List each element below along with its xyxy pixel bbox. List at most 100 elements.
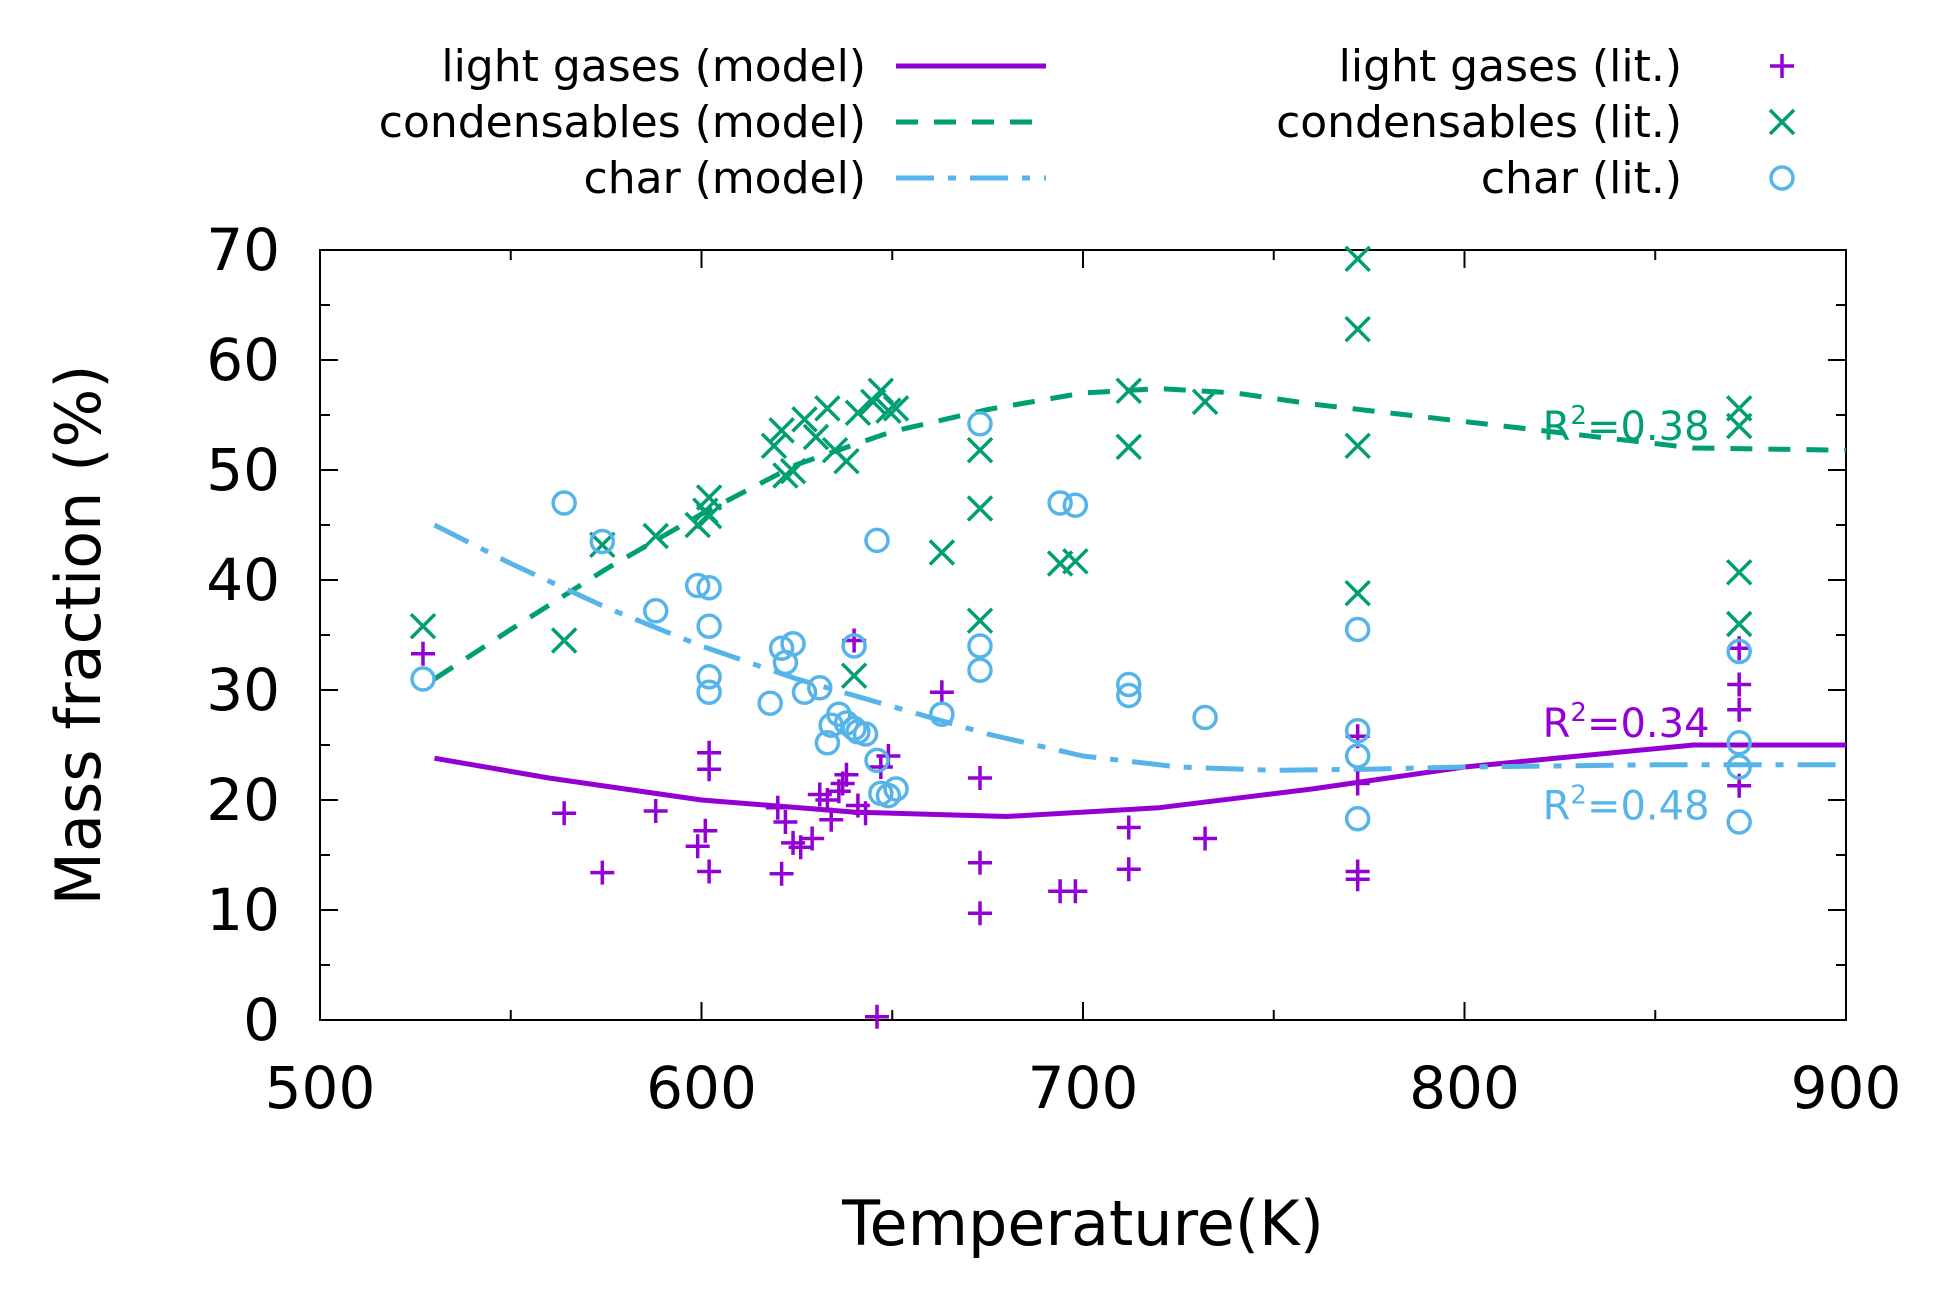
light-gases-lit-point bbox=[819, 807, 844, 832]
y-tick-label: 20 bbox=[206, 766, 280, 834]
char-lit-point bbox=[967, 657, 993, 683]
char-lit-point bbox=[780, 631, 806, 657]
light-gases-lit-point bbox=[643, 799, 668, 823]
char-lit-point bbox=[807, 675, 833, 701]
condensables-lit-point bbox=[802, 423, 830, 451]
condensables-lit-point bbox=[695, 502, 723, 530]
light-gases-lit-point bbox=[769, 861, 794, 886]
condensables-lit-point bbox=[840, 662, 868, 689]
r2-annotations: R2=0.38 R2=0.34 R2=0.48 bbox=[1543, 401, 1710, 830]
char-lit-point bbox=[589, 528, 616, 555]
light-gases-lit-point bbox=[773, 810, 798, 834]
y-tick-label: 30 bbox=[206, 656, 280, 724]
light-gases-lit-point bbox=[411, 641, 436, 666]
condensables-lit-point bbox=[928, 539, 956, 566]
char-lit-point bbox=[768, 635, 795, 661]
condensables-lit-point bbox=[768, 417, 795, 444]
legend-label: condensables (lit.) bbox=[1276, 97, 1682, 148]
legend-marker bbox=[1768, 108, 1796, 136]
char-lit-point bbox=[1726, 730, 1752, 756]
char-lit-point bbox=[410, 666, 436, 692]
condensables-lit-point bbox=[1344, 432, 1371, 460]
condensables-lit-point bbox=[642, 522, 669, 550]
condensables-lit-point bbox=[814, 395, 841, 422]
condensables-lit-point bbox=[966, 495, 994, 522]
char-lit-point bbox=[551, 490, 577, 516]
line-char-model- bbox=[433, 522, 1846, 773]
y-tick-label: 40 bbox=[206, 546, 280, 614]
condensables-lit-point bbox=[695, 484, 723, 511]
condensables-lit-point bbox=[779, 457, 807, 485]
condensables-lit-point bbox=[1725, 610, 1753, 638]
light-gases-lit-point bbox=[697, 859, 722, 884]
line-light-gases-model- bbox=[434, 742, 1846, 819]
char-lit-point bbox=[1116, 682, 1142, 709]
x-axis-label: Temperature(K) bbox=[841, 1187, 1324, 1260]
light-gases-lit-point bbox=[967, 766, 992, 790]
char-lit-point bbox=[814, 730, 841, 756]
x-tick-label: 600 bbox=[646, 1054, 757, 1122]
condensables-lit-point bbox=[966, 607, 994, 634]
char-lit-point bbox=[1726, 638, 1752, 665]
condensables-lit-point bbox=[1344, 579, 1371, 607]
y-tick-label: 70 bbox=[206, 216, 280, 284]
char-lit-point bbox=[1726, 809, 1752, 835]
condensables-lit-point bbox=[966, 436, 994, 464]
legend: light gases (model)condensables (model)c… bbox=[379, 41, 1796, 204]
legend-label: condensables (model) bbox=[379, 97, 866, 148]
light-gases-lit-point bbox=[868, 755, 893, 779]
x-tick-label: 900 bbox=[1791, 1054, 1902, 1122]
x-tick-label: 500 bbox=[265, 1054, 376, 1122]
char-lit-point bbox=[852, 721, 879, 747]
light-gases-lit-point bbox=[697, 757, 722, 782]
condensables-lit-point bbox=[1725, 412, 1753, 440]
condensables-lit-point bbox=[684, 511, 711, 539]
light-gases-lit-point bbox=[1063, 879, 1088, 904]
line-condensables-model- bbox=[433, 386, 1847, 682]
condensables-lit-point bbox=[1725, 559, 1753, 586]
light-gases-lit-point bbox=[765, 795, 790, 820]
light-gases-lit-point bbox=[552, 801, 577, 826]
y-tick-label: 10 bbox=[206, 876, 280, 944]
light-gases-lit-point bbox=[1193, 826, 1218, 851]
condensables-lit-point bbox=[772, 462, 799, 489]
char-lit-point bbox=[642, 598, 669, 624]
r2-annotation: R2=0.38 bbox=[1543, 401, 1710, 450]
light-gases-lit-point bbox=[1116, 815, 1141, 840]
char-lit-point bbox=[1726, 754, 1752, 780]
char-lit-point bbox=[1344, 616, 1371, 643]
plot-frame bbox=[319, 249, 1847, 1021]
model-lines bbox=[433, 386, 1847, 819]
char-lit-point bbox=[791, 679, 818, 705]
light-gases-lit-point bbox=[967, 901, 992, 926]
legend-label: light gases (lit.) bbox=[1339, 41, 1682, 92]
y-tick-label: 60 bbox=[206, 326, 280, 394]
char-lit-point bbox=[875, 782, 902, 809]
char-lit-point bbox=[696, 679, 722, 705]
condensables-lit-point bbox=[1344, 245, 1371, 273]
light-gases-lit-point bbox=[1116, 857, 1141, 882]
light-gases-lit-point bbox=[590, 860, 615, 885]
char-lit-point bbox=[1047, 490, 1073, 516]
condensables-lit-point bbox=[859, 388, 887, 416]
condensables-lit-point bbox=[1115, 377, 1143, 405]
char-lit-point bbox=[1062, 492, 1089, 518]
char-lit-point bbox=[1344, 805, 1371, 832]
legend-marker bbox=[1769, 165, 1795, 191]
char-lit-point bbox=[684, 572, 711, 599]
condensables-lit-point bbox=[833, 447, 860, 475]
light-gases-lit-point bbox=[1727, 697, 1752, 722]
y-tick-label: 0 bbox=[243, 986, 280, 1054]
condensables-lit-point bbox=[1115, 433, 1143, 461]
light-gases-lit-point bbox=[967, 850, 992, 875]
r2-annotation: R2=0.48 bbox=[1543, 781, 1710, 830]
char-lit-point bbox=[967, 411, 993, 437]
light-gases-lit-point bbox=[693, 818, 718, 843]
condensables-lit-point bbox=[409, 612, 437, 640]
condensables-lit-point bbox=[875, 397, 902, 424]
axis-ticks: 500 600 700 800 900 0 10 20 30 40 50 60 70 bbox=[206, 216, 1901, 1122]
literature-points bbox=[409, 245, 1753, 1029]
condensables-lit-point bbox=[1062, 548, 1089, 575]
light-gases-lit-point bbox=[685, 834, 710, 859]
